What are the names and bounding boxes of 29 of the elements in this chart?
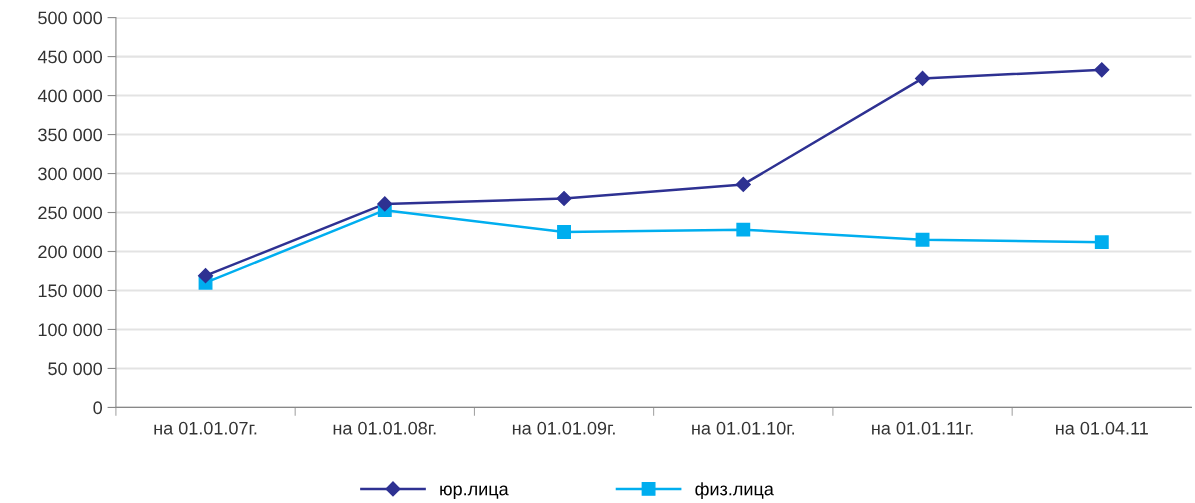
point [914, 70, 931, 86]
point [556, 190, 572, 207]
y-tick-label: 500 000 [38, 11, 103, 25]
y-tick-label: 150 000 [38, 284, 103, 298]
y-tick-label: 50 000 [48, 362, 103, 376]
x-tick-label: на 01.01.09г. [512, 421, 615, 435]
y-tick-label: 100 000 [38, 323, 103, 337]
legend-label: юр.лица [440, 485, 509, 499]
point [915, 232, 930, 247]
x-tick-label: на 01.01.08г. [333, 421, 436, 435]
point [1094, 235, 1109, 250]
point [377, 196, 393, 212]
legend-label: физ.лица [695, 482, 774, 499]
point [736, 222, 751, 237]
y-tick-label: 0 [93, 401, 103, 415]
point [1094, 62, 1110, 78]
y-tick-label: 300 000 [38, 167, 103, 181]
x-tick-label: на 01.01.07г. [154, 421, 257, 435]
point [735, 176, 751, 193]
y-tick-label: 350 000 [38, 128, 103, 142]
x-tick-label: на 01.04.11 [1056, 421, 1148, 435]
point [557, 225, 571, 239]
y-tick-label: 450 000 [37, 50, 103, 64]
y-tick-label: 250 000 [38, 206, 103, 220]
y-tick-label: 200 000 [38, 245, 103, 259]
point [197, 268, 214, 284]
x-tick-label: на 01.01.10г. [692, 421, 794, 435]
y-tick-label: 400 000 [37, 89, 103, 103]
x-tick-label: на 01.01.11г. [872, 421, 973, 435]
